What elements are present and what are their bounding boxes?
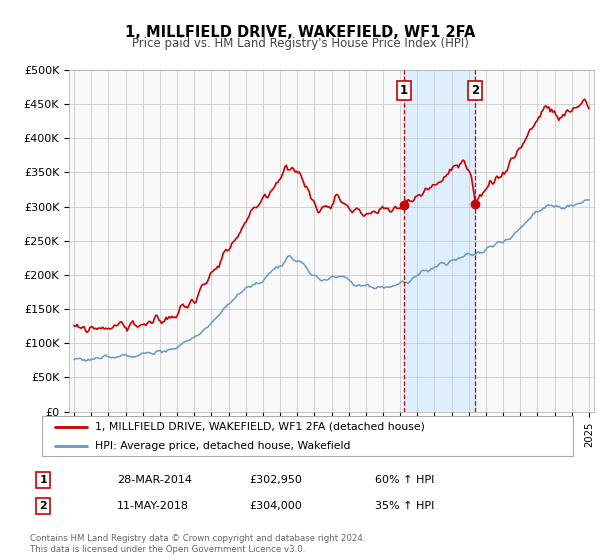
Text: Price paid vs. HM Land Registry's House Price Index (HPI): Price paid vs. HM Land Registry's House … <box>131 37 469 50</box>
Text: 1: 1 <box>40 475 47 485</box>
Text: 2: 2 <box>471 84 479 97</box>
Text: £302,950: £302,950 <box>249 475 302 485</box>
Text: 35% ↑ HPI: 35% ↑ HPI <box>375 501 434 511</box>
Text: HPI: Average price, detached house, Wakefield: HPI: Average price, detached house, Wake… <box>95 441 350 451</box>
FancyBboxPatch shape <box>42 416 573 456</box>
Text: 2: 2 <box>40 501 47 511</box>
Text: 28-MAR-2014: 28-MAR-2014 <box>117 475 192 485</box>
Text: Contains HM Land Registry data © Crown copyright and database right 2024.: Contains HM Land Registry data © Crown c… <box>30 534 365 543</box>
Text: 11-MAY-2018: 11-MAY-2018 <box>117 501 189 511</box>
Text: 1: 1 <box>400 84 408 97</box>
Text: This data is licensed under the Open Government Licence v3.0.: This data is licensed under the Open Gov… <box>30 545 305 554</box>
Text: 1, MILLFIELD DRIVE, WAKEFIELD, WF1 2FA (detached house): 1, MILLFIELD DRIVE, WAKEFIELD, WF1 2FA (… <box>95 422 425 432</box>
Bar <box>404 70 475 412</box>
Text: 1, MILLFIELD DRIVE, WAKEFIELD, WF1 2FA: 1, MILLFIELD DRIVE, WAKEFIELD, WF1 2FA <box>125 25 475 40</box>
Text: 60% ↑ HPI: 60% ↑ HPI <box>375 475 434 485</box>
Text: £304,000: £304,000 <box>249 501 302 511</box>
